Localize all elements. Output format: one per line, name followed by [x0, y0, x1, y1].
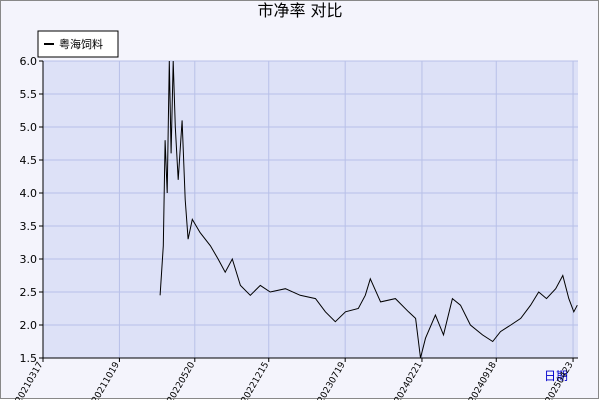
y-tick-label: 2.0 [20, 319, 38, 332]
chart-title: 市净率 对比 [257, 1, 342, 20]
y-tick-label: 1.5 [20, 352, 38, 365]
line [159, 60, 578, 359]
y-tick-label: 2.5 [20, 286, 38, 299]
plot-area [43, 61, 578, 358]
y-tick-label: 3.0 [20, 253, 38, 266]
y-tick-label: 5.0 [20, 121, 38, 134]
legend-label: 粤海饲料 [59, 37, 103, 51]
y-tick-label: 4.5 [20, 154, 38, 167]
y-tick-label: 4.0 [20, 187, 38, 200]
x-axis-label: 日期 [544, 369, 568, 383]
y-tick-label: 5.5 [20, 88, 38, 101]
y-tick-label: 3.5 [20, 220, 38, 233]
y-tick-label: 6.0 [20, 55, 38, 68]
